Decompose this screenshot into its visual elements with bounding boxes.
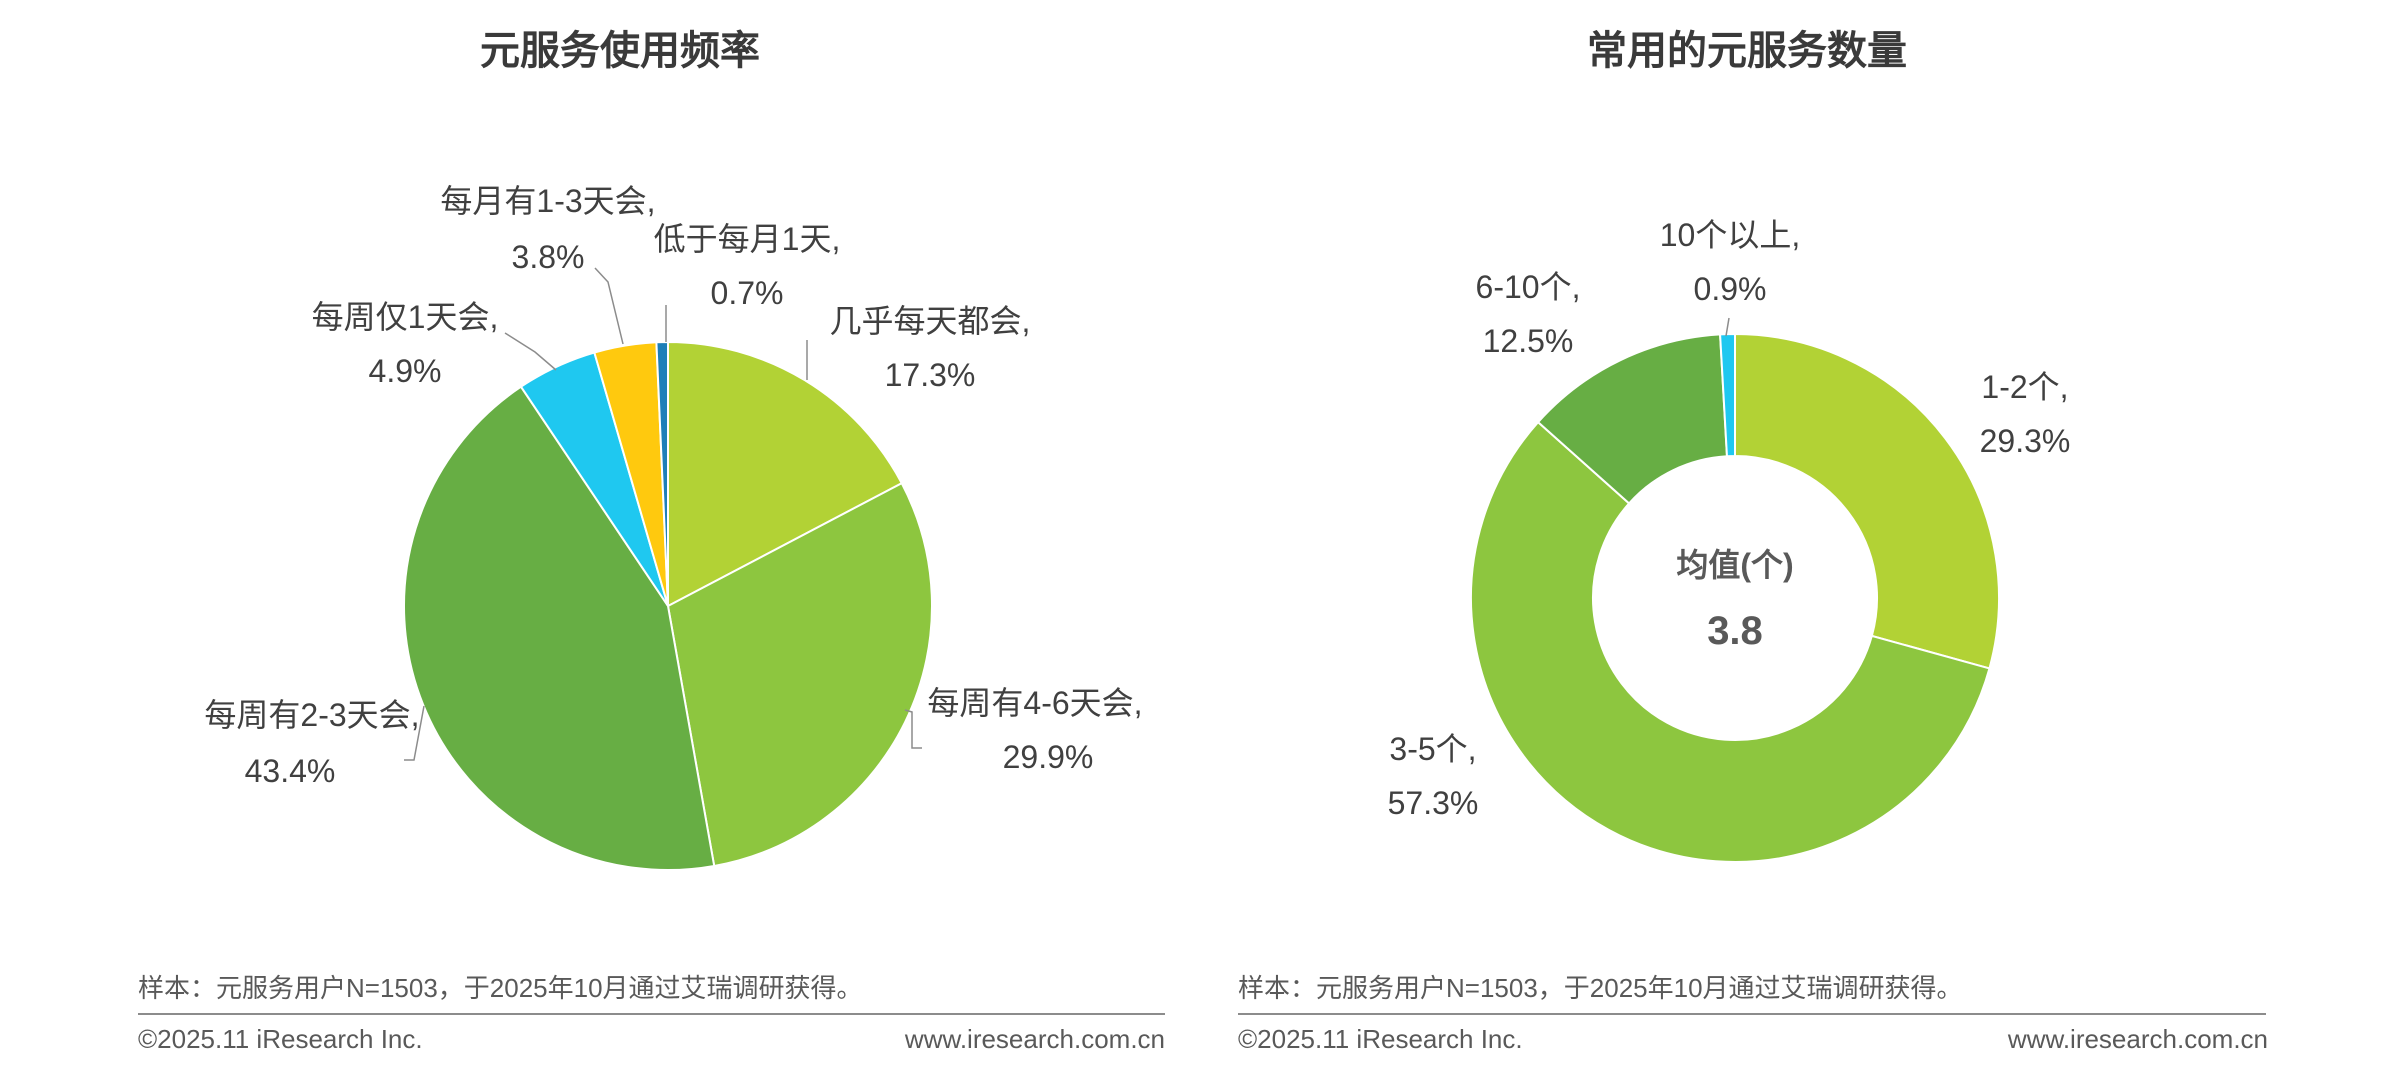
leader-line (1725, 317, 1730, 337)
slice-label: 1-2个, (1981, 369, 2068, 405)
footer-divider (1238, 1013, 2266, 1015)
pie-chart: 几乎每天都会, 17.3% 每周有4-6天会, 29.9% 每周有2-3天会, 43.4%… (204, 183, 1143, 871)
slice-1-2个 (1734, 332, 2000, 670)
slice-低于每月1天 (655, 340, 669, 607)
copyright-text: ©2025.11 iResearch Inc. (138, 1024, 423, 1054)
pie-chart-title: 元服务使用频率 (480, 29, 760, 73)
slice-10个以上 (1719, 332, 1736, 458)
website-link[interactable]: www.iresearch.com.cn (904, 1024, 1165, 1054)
donut-chart-title: 常用的元服务数量 (1587, 29, 1907, 73)
slice-label: 几乎每天都会, (830, 303, 1031, 339)
sample-note: 样本：元服务用户N=1503，于2025年10月通过艾瑞调研获得。 (1238, 973, 1963, 1003)
slice-label: 每周有2-3天会, (204, 697, 419, 733)
slice-label: 6-10个, (1476, 269, 1581, 305)
slice-value-label: 29.3% (1980, 423, 2071, 459)
slice-value-label: 17.3% (885, 357, 976, 393)
slice-几乎每天都会 (667, 340, 904, 608)
slice-每周有4-6天会 (666, 481, 933, 868)
website-link[interactable]: www.iresearch.com.cn (2007, 1024, 2268, 1054)
donut-chart: 1-2个, 29.3% 3-5个, 57.3% 6-10个, 12.5% 10个以上, 0.9… (1388, 217, 2071, 863)
copyright-text: ©2025.11 iResearch Inc. (1238, 1024, 1523, 1054)
slice-value-label: 0.7% (711, 275, 784, 311)
slice-label: 每周仅1天会, (312, 299, 499, 335)
slice-value-label: 12.5% (1483, 323, 1574, 359)
slice-value-label: 0.9% (1694, 271, 1767, 307)
slice-label: 每月有1-3天会, (440, 183, 655, 219)
slice-label: 低于每月1天, (654, 221, 841, 257)
slice-value-label: 43.4% (245, 753, 336, 789)
leader-line (404, 705, 425, 761)
slice-value-label: 3.8% (512, 239, 585, 275)
slice-label: 3-5个, (1389, 731, 1476, 767)
footer-divider (138, 1013, 1165, 1015)
slice-label: 每周有4-6天会, (927, 685, 1142, 721)
slice-value-label: 29.9% (1003, 739, 1094, 775)
donut-panel: 常用的元服务数量 1-2个, 29.3% 3-5个, 57.3% 6-10个, 12.5%… (1197, 0, 2394, 1076)
slice-3-5个 (1470, 420, 1991, 863)
slice-value-label: 4.9% (369, 353, 442, 389)
donut-center-label: 均值(个) (1676, 547, 1793, 583)
pie-panel: 元服务使用频率 几乎每天都会, 17.3% 每周有4-6天会, 29.9% 每周有2-3… (138, 29, 1165, 1054)
slice-label: 10个以上, (1660, 217, 1801, 253)
slice-value-label: 57.3% (1388, 785, 1479, 821)
leader-line (504, 332, 557, 371)
slice-每周有2-3天会 (403, 385, 716, 871)
donut-center-value: 3.8 (1707, 609, 1763, 653)
leader-line (904, 709, 922, 749)
sample-note: 样本：元服务用户N=1503，于2025年10月通过艾瑞调研获得。 (138, 973, 863, 1003)
leader-line (594, 267, 624, 345)
